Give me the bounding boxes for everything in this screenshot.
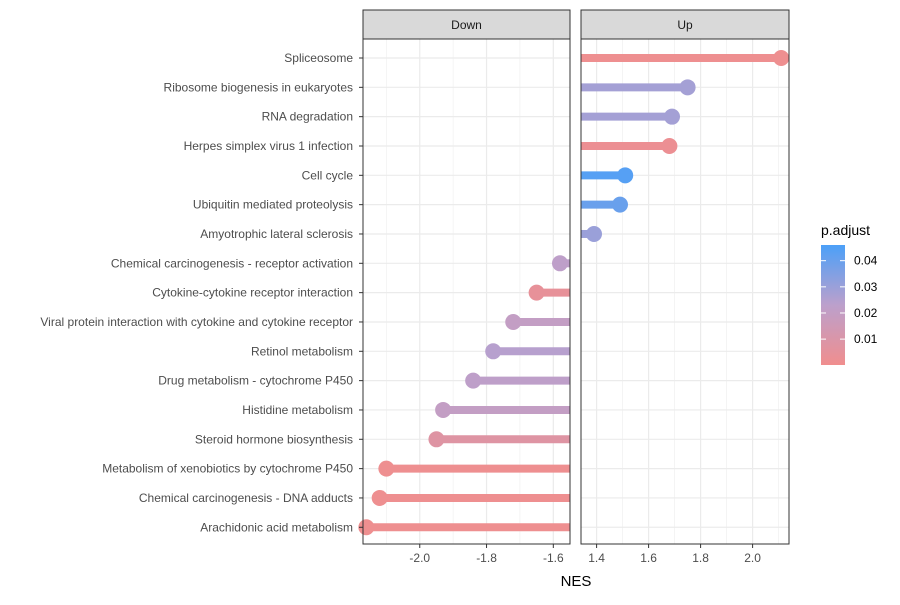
category-label: Cell cycle — [302, 168, 354, 182]
x-tick-label: 1.8 — [692, 551, 709, 565]
lollipop-point — [664, 108, 680, 125]
lollipop-point — [465, 372, 482, 389]
lollipop-point — [617, 167, 634, 184]
category-label: Drug metabolism - cytochrome P450 — [158, 374, 353, 388]
category-label: Histidine metabolism — [242, 403, 353, 417]
lollipop-point — [485, 343, 502, 360]
category-label: Retinol metabolism — [251, 344, 353, 358]
lollipop-point — [505, 313, 522, 330]
facet-strip — [362, 9, 571, 40]
legend-colorbar — [821, 245, 845, 365]
lollipop-point — [358, 519, 375, 536]
category-label: RNA degradation — [262, 110, 353, 124]
category-label: Cytokine-cytokine receptor interaction — [152, 286, 353, 300]
lollipop-point — [551, 255, 568, 272]
x-tick-label: 1.6 — [640, 551, 657, 565]
legend-break-label: 0.03 — [854, 280, 878, 294]
legend-title: p.adjust — [821, 222, 870, 238]
category-label: Herpes simplex virus 1 infection — [184, 139, 353, 153]
category-label: Chemical carcinogenesis - DNA adducts — [139, 491, 353, 505]
category-label: Ubiquitin mediated proteolysis — [193, 198, 353, 212]
lollipop-point — [435, 401, 452, 418]
lollipop-point — [679, 79, 696, 96]
x-tick-label: -1.8 — [476, 551, 497, 565]
facet-strip-label: Down — [451, 18, 482, 32]
x-axis-title: NES — [561, 573, 592, 590]
x-tick-label: -2.0 — [409, 551, 430, 565]
lollipop-point — [378, 460, 395, 477]
lollipop-point — [612, 196, 628, 213]
category-label: Steroid hormone biosynthesis — [195, 432, 353, 446]
lollipop-point — [586, 225, 602, 242]
lollipop-point — [661, 137, 678, 154]
lollipop-point — [428, 431, 445, 448]
legend-break-label: 0.04 — [854, 254, 878, 268]
category-label: Amyotrophic lateral sclerosis — [200, 227, 353, 241]
panel-background — [581, 39, 789, 544]
color-legend: p.adjust 0.01 0.02 0.03 0.04 — [821, 222, 878, 365]
legend-break-label: 0.01 — [854, 332, 878, 346]
category-label: Viral protein interaction with cytokine … — [40, 315, 353, 329]
category-labels: Spliceosome Ribosome biogenesis in eukary… — [40, 51, 363, 534]
panel-down: Down -2.0 -1.8 -1.6 — [358, 9, 571, 565]
panels-layer: Down -2.0 -1.8 -1.6 Up 1.4 1.6 1.8 2.0 — [358, 9, 790, 565]
x-tick-label: 2.0 — [744, 551, 761, 565]
lollipop-point — [371, 489, 388, 506]
legend-break-label: 0.02 — [854, 306, 878, 320]
x-tick-label: 1.4 — [588, 551, 605, 565]
facet-strip-label: Up — [677, 18, 693, 32]
category-label: Chemical carcinogenesis - receptor activ… — [111, 256, 353, 270]
category-label: Metabolism of xenobiotics by cytochrome … — [102, 462, 353, 476]
facet-strip — [580, 9, 790, 40]
category-label: Spliceosome — [284, 51, 353, 65]
panel-up: Up 1.4 1.6 1.8 2.0 — [580, 9, 790, 565]
category-label: Arachidonic acid metabolism — [200, 520, 353, 534]
category-label: Ribosome biogenesis in eukaryotes — [164, 80, 353, 94]
lollipop-point — [773, 50, 790, 66]
lollipop-point — [528, 284, 545, 301]
x-tick-label: -1.6 — [543, 551, 564, 565]
